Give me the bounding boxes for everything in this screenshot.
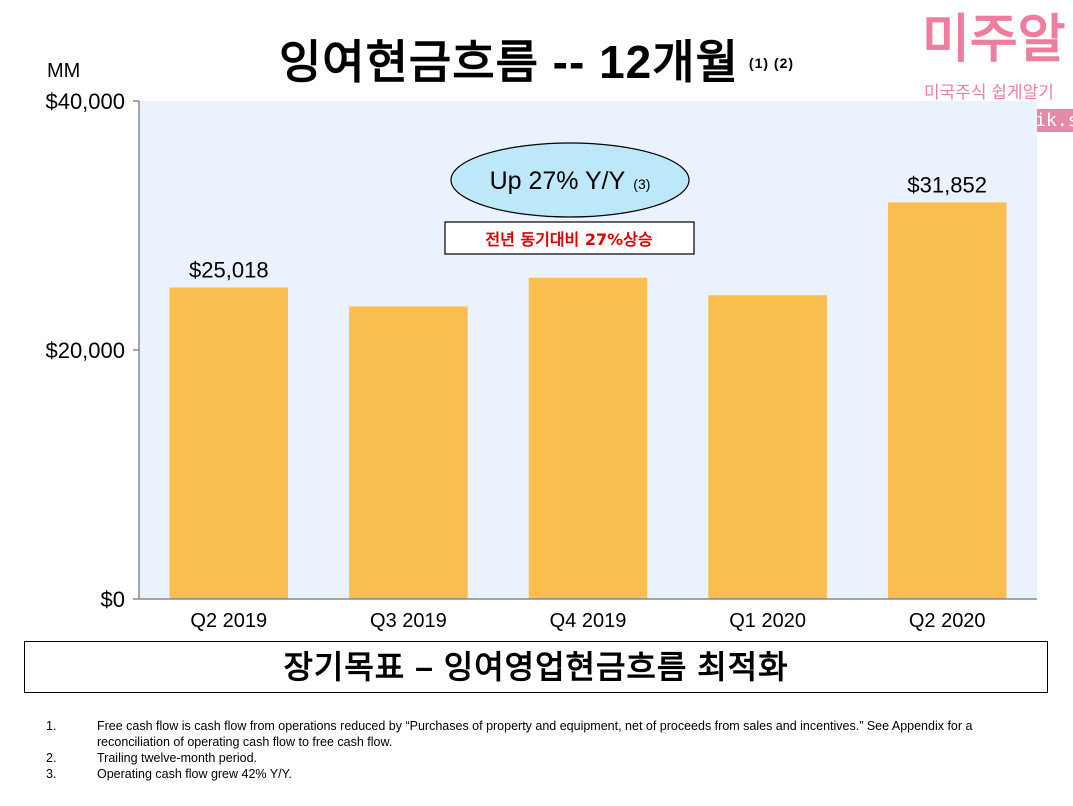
x-tick-label: Q3 2019 (370, 610, 447, 632)
growth-annotation-main: Up 27% Y/Y (490, 167, 626, 195)
footnote-text: Trailing twelve-month period. (97, 751, 258, 765)
footnote-item: 1. Free cash flow is cash flow from opera… (46, 718, 1046, 750)
brand-name: 미주알 (922, 11, 1066, 69)
footnote-text: Operating cash flow grew 42% Y/Y. (97, 767, 292, 781)
goal-banner: 장기목표 – 잉여영업현금흐름 최적화 (24, 641, 1048, 693)
title-footnote-refs: (1) (2) (748, 55, 795, 71)
footnote-text: Free cash flow is cash flow from operati… (97, 719, 973, 749)
bar-q2-2020 (887, 202, 1007, 599)
x-tick-labels: Q2 2019 Q3 2019 Q4 2019 Q1 2020 Q2 2020 (190, 610, 985, 632)
page-title: 잉여현금흐름 -- 12개월 (1) (2) (0, 26, 1073, 92)
x-tick-label: Q4 2019 (550, 610, 627, 632)
data-label-q2-2019: $25,018 (189, 258, 269, 283)
bar-q4-2019 (528, 277, 648, 599)
korean-annotation-box (444, 221, 695, 255)
footnote-number: 1. (46, 719, 57, 733)
footnote-number: 2. (46, 751, 57, 765)
brand-tagline: 미국주식 쉽게알기 (924, 83, 1054, 102)
y-tick-labels: $0 $20,000 $40,000 (45, 89, 125, 612)
x-tick-label: Q1 2020 (729, 610, 806, 632)
title-text: 잉여현금흐름 -- 12개월 (278, 36, 739, 88)
growth-annotation-text: Up 27% Y/Y (3) (490, 167, 651, 195)
x-tick-label: Q2 2019 (190, 610, 267, 632)
y-tick-label: $40,000 (45, 89, 125, 114)
bar-q1-2020 (708, 295, 827, 599)
data-label-q2-2020: $31,852 (907, 172, 987, 197)
bar-q3-2019 (349, 306, 468, 599)
bar-chart: $25,018 $31,852 Q2 2019 Q3 2019 Q4 2019 Q1 2… (45, 89, 1037, 632)
y-tick-label: $0 (101, 587, 125, 612)
bar-q2-2019 (169, 287, 289, 599)
korean-annotation-text: 전년 동기대비 27%상승 (485, 230, 652, 249)
footnote-item: 2. Trailing twelve-month period. (46, 750, 1046, 766)
y-ticks (133, 100, 139, 600)
y-tick-label: $20,000 (45, 338, 125, 363)
footnote-number: 3. (46, 767, 57, 781)
x-tick-label: Q2 2020 (909, 610, 986, 632)
growth-annotation-ellipse (450, 142, 690, 218)
footnote-item: 3. Operating cash flow grew 42% Y/Y. (46, 766, 1046, 782)
bars: $25,018 $31,852 (169, 172, 1007, 599)
footnotes: 1. Free cash flow is cash flow from opera… (46, 718, 1046, 782)
growth-annotation-ref: (3) (633, 176, 650, 192)
y-unit-label: MM (47, 60, 81, 82)
